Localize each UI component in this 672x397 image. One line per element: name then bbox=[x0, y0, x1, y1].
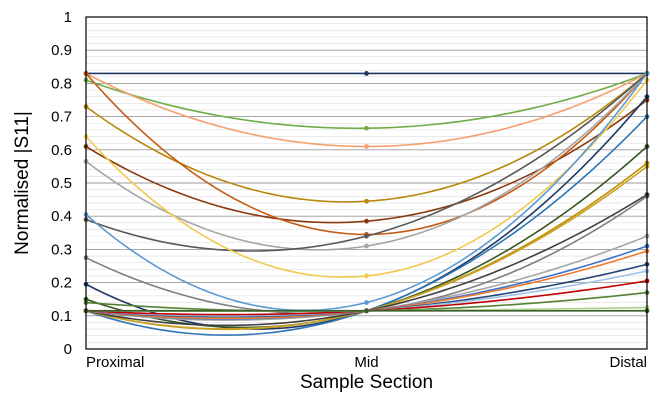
y-tick-label: 0.7 bbox=[51, 109, 72, 126]
data-point bbox=[364, 300, 369, 305]
y-tick-label: 0.9 bbox=[51, 42, 72, 59]
series-line bbox=[85, 72, 648, 236]
data-point bbox=[364, 273, 369, 279]
series-points bbox=[83, 71, 650, 314]
data-point bbox=[364, 125, 369, 131]
data-point bbox=[364, 218, 369, 224]
x-axis-tick-labels: Proximal Mid Distal bbox=[86, 354, 647, 371]
data-point bbox=[364, 198, 369, 204]
data-point bbox=[364, 144, 369, 149]
data-point bbox=[364, 71, 369, 76]
data-point bbox=[364, 308, 369, 314]
y-tick-label: 0 bbox=[64, 341, 72, 358]
y-tick-label: 0.2 bbox=[51, 275, 72, 292]
data-point bbox=[364, 233, 369, 239]
y-tick-label: 0.8 bbox=[51, 75, 72, 92]
y-tick-label: 0.3 bbox=[51, 241, 72, 258]
y-tick-label: 1 bbox=[64, 9, 72, 26]
x-axis-label: Sample Section bbox=[300, 372, 433, 392]
y-tick-label: 0.4 bbox=[51, 208, 72, 225]
x-tick-label: Distal bbox=[609, 354, 647, 371]
data-point bbox=[364, 243, 369, 249]
plot-area-frame bbox=[85, 16, 648, 350]
series-line bbox=[85, 72, 648, 130]
y-axis-label: Normalised |S11| bbox=[12, 111, 33, 255]
y-tick-label: 0.6 bbox=[51, 142, 72, 159]
x-tick-label: Mid bbox=[354, 354, 378, 371]
y-tick-label: 0.5 bbox=[51, 175, 72, 192]
series-line bbox=[85, 99, 648, 224]
y-tick-label: 0.1 bbox=[51, 308, 72, 325]
x-tick-label: Proximal bbox=[86, 354, 144, 371]
y-axis-tick-labels: 0 0.1 0.2 0.3 0.4 0.5 0.6 0.7 0.8 0.9 1 bbox=[51, 9, 72, 358]
